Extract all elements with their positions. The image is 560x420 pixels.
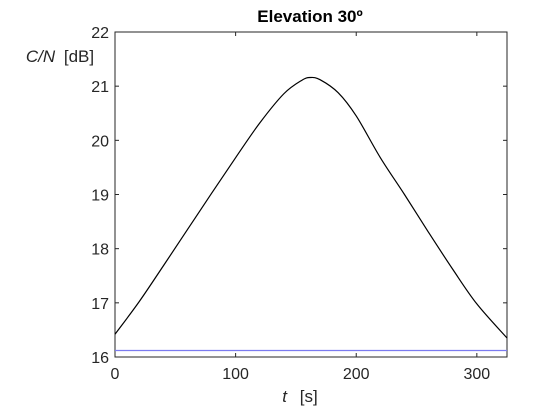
x-tick-label: 100 [222,366,249,383]
svg-text:C/N [dB]: C/N [dB] [26,47,94,66]
x-axis-label-unit: [s] [300,387,318,406]
y-tick-label: 19 [91,188,109,205]
y-axis-label-unit: [dB] [64,47,94,66]
chart-title: Elevation 30º [257,7,362,26]
y-tick-label: 17 [91,296,109,313]
series-line-0 [114,76,508,339]
x-tick-label: 300 [463,366,490,383]
x-axis-label-var: t [282,387,288,406]
y-axis-label: C/N [dB] [26,47,94,66]
y-axis-label-var: C/N [26,47,56,66]
x-tick-label: 0 [111,366,120,383]
svg-text:t [s]: t [s] [282,387,317,406]
x-axis-label: t [s] [282,387,317,406]
x-tick-label: 200 [343,366,370,383]
axes-frame [114,31,508,358]
y-tick-label: 16 [91,350,109,367]
y-tick-label: 18 [91,242,109,259]
y-tick-label: 21 [91,79,109,96]
y-tick-label: 20 [91,133,109,150]
plot-area: 0 100 200 300 16 17 18 19 20 21 22 [91,25,508,383]
y-tick-label: 22 [91,25,109,42]
